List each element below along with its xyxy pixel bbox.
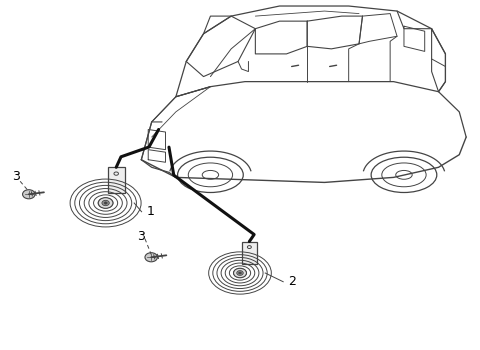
- Circle shape: [233, 268, 247, 278]
- Circle shape: [98, 198, 113, 208]
- Polygon shape: [242, 241, 257, 264]
- Text: 3: 3: [137, 230, 144, 243]
- Circle shape: [239, 272, 241, 274]
- Circle shape: [145, 253, 157, 262]
- Text: 2: 2: [288, 275, 296, 288]
- Text: 1: 1: [146, 205, 154, 218]
- Circle shape: [102, 200, 109, 206]
- Circle shape: [104, 202, 107, 204]
- Polygon shape: [108, 167, 125, 192]
- Circle shape: [23, 190, 35, 199]
- Text: 3: 3: [12, 170, 20, 183]
- Circle shape: [237, 271, 243, 275]
